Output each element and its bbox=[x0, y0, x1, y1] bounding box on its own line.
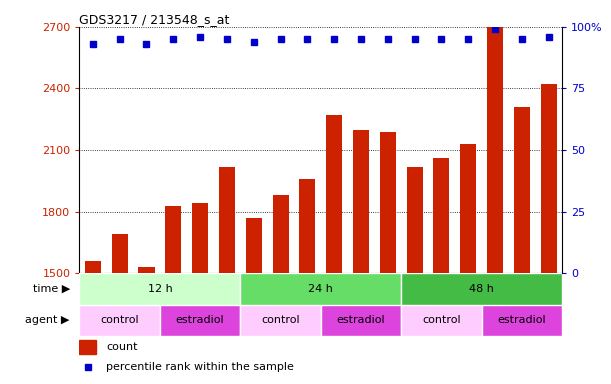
Text: control: control bbox=[422, 315, 461, 325]
Bar bbox=[380, 132, 396, 273]
Bar bbox=[273, 195, 288, 273]
Text: 24 h: 24 h bbox=[309, 284, 333, 294]
Bar bbox=[481, 305, 562, 336]
Bar bbox=[541, 84, 557, 273]
Bar bbox=[406, 167, 423, 273]
Bar bbox=[514, 107, 530, 273]
Text: time ▶: time ▶ bbox=[32, 284, 70, 294]
Bar bbox=[353, 129, 369, 273]
Bar bbox=[299, 179, 315, 273]
Text: control: control bbox=[100, 315, 139, 325]
Bar bbox=[246, 218, 262, 273]
Text: agent ▶: agent ▶ bbox=[26, 315, 70, 325]
Bar bbox=[240, 273, 401, 305]
Bar bbox=[165, 205, 181, 273]
Bar bbox=[79, 273, 240, 305]
Bar bbox=[85, 261, 101, 273]
Bar bbox=[79, 340, 97, 354]
Bar bbox=[192, 204, 208, 273]
Text: estradiol: estradiol bbox=[337, 315, 386, 325]
Text: estradiol: estradiol bbox=[497, 315, 546, 325]
Bar bbox=[139, 267, 155, 273]
Bar bbox=[219, 167, 235, 273]
Text: control: control bbox=[262, 315, 300, 325]
Bar bbox=[321, 305, 401, 336]
Bar bbox=[401, 305, 481, 336]
Bar bbox=[160, 305, 240, 336]
Bar bbox=[460, 144, 477, 273]
Bar bbox=[401, 273, 562, 305]
Text: estradiol: estradiol bbox=[176, 315, 224, 325]
Bar bbox=[433, 158, 450, 273]
Text: 48 h: 48 h bbox=[469, 284, 494, 294]
Bar bbox=[326, 115, 342, 273]
Bar bbox=[112, 234, 128, 273]
Bar bbox=[487, 27, 503, 273]
Bar bbox=[79, 305, 160, 336]
Text: percentile rank within the sample: percentile rank within the sample bbox=[106, 362, 294, 372]
Text: GDS3217 / 213548_s_at: GDS3217 / 213548_s_at bbox=[79, 13, 230, 26]
Text: 12 h: 12 h bbox=[147, 284, 172, 294]
Text: count: count bbox=[106, 342, 137, 352]
Bar bbox=[240, 305, 321, 336]
